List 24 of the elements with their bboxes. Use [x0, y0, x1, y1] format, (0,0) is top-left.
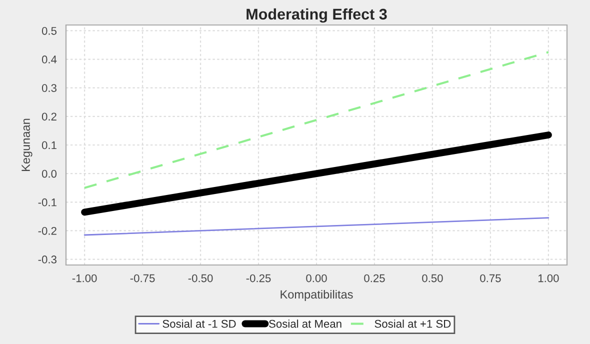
x-tick-label: 0.25: [364, 274, 385, 282]
legend-label: Sosial at Mean: [269, 320, 342, 328]
y-tick-label: 0.5: [42, 26, 57, 35]
x-tick-label: -0.25: [246, 274, 271, 282]
x-tick-label: 0.00: [306, 274, 327, 282]
y-tick-label: 0.0: [42, 170, 57, 178]
y-axis-title: Kegunaan: [22, 118, 32, 171]
x-tick-label: -1.00: [72, 274, 97, 282]
y-tick-label: 0.4: [42, 56, 57, 64]
y-tick-label: -0.1: [38, 198, 56, 206]
legend-label: Sosial at +1 SD: [374, 320, 451, 328]
y-tick-label: 0.1: [42, 141, 56, 150]
x-tick-label: 0.75: [480, 274, 501, 282]
x-tick-label: -0.50: [188, 274, 213, 282]
chart-title: Moderating Effect 3: [246, 8, 387, 23]
y-tick-label: 0.2: [42, 112, 56, 121]
x-axis-title: Kompatibilitas: [280, 290, 353, 301]
x-tick-label: 1.00: [538, 274, 559, 282]
x-tick-label: 0.50: [422, 274, 443, 282]
legend-label: Sosial at -1 SD: [162, 320, 236, 328]
x-tick-label: -0.75: [130, 274, 155, 282]
y-tick-label: -0.2: [38, 226, 56, 235]
y-tick-label: 0.3: [42, 84, 56, 92]
y-tick-label: -0.3: [38, 256, 56, 264]
